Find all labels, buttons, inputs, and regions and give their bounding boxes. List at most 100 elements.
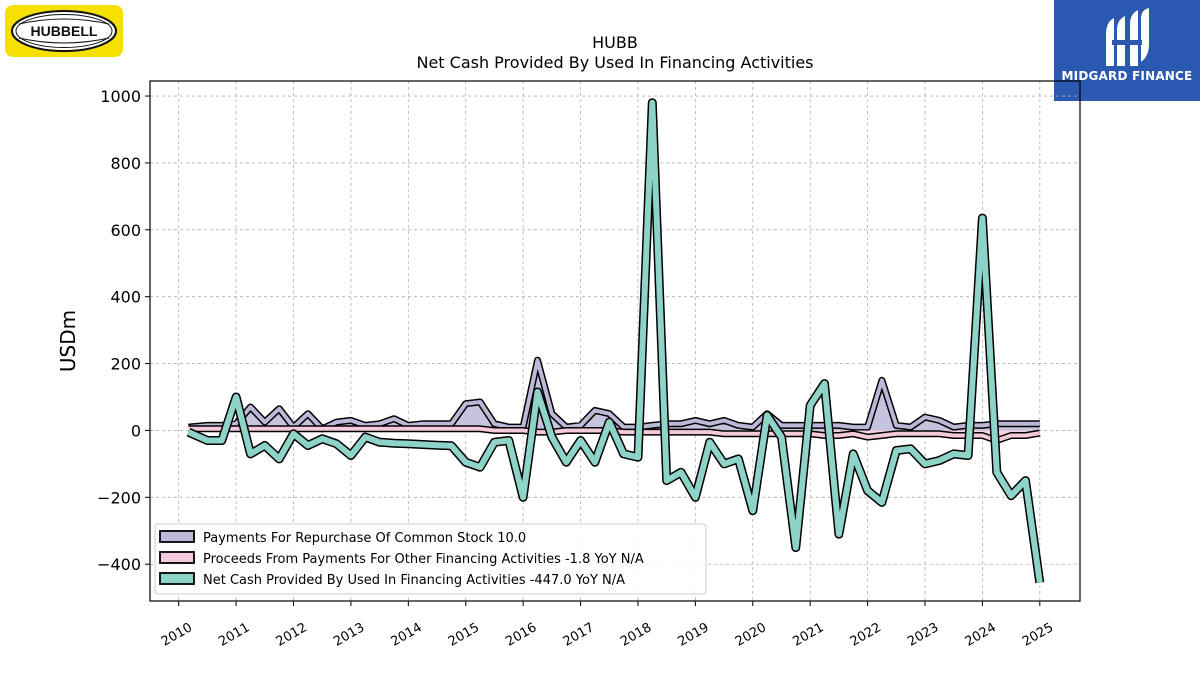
x-tick-label: 2017	[561, 620, 597, 650]
x-tick-label: 2025	[1020, 620, 1056, 650]
x-tick-label: 2023	[905, 620, 941, 650]
data-point	[751, 509, 754, 512]
data-point	[364, 427, 367, 430]
series-outline-2	[186, 98, 1045, 584]
data-point	[249, 427, 252, 430]
data-point	[780, 436, 783, 439]
data-point	[794, 432, 797, 435]
x-tick-label: 2010	[159, 620, 195, 650]
data-point	[593, 429, 596, 432]
x-tick-label: 2022	[848, 620, 884, 650]
data-point	[464, 427, 467, 430]
y-tick-label: 0	[131, 421, 141, 440]
data-point	[349, 427, 352, 430]
legend-entry: Proceeds From Payments For Other Financi…	[203, 552, 644, 567]
data-point	[450, 422, 453, 425]
data-point	[550, 436, 553, 439]
data-point	[1038, 422, 1041, 425]
data-point	[1024, 422, 1027, 425]
data-point	[206, 439, 209, 442]
data-point	[952, 452, 955, 455]
data-point	[981, 424, 984, 427]
data-point	[579, 429, 582, 432]
data-point	[306, 444, 309, 447]
data-point	[550, 412, 553, 415]
data-point	[407, 442, 410, 445]
data-point	[737, 424, 740, 427]
legend: Payments For Repurchase Of Common Stock …	[154, 523, 707, 595]
data-point	[335, 442, 338, 445]
data-point	[1010, 494, 1013, 497]
data-point	[464, 461, 467, 464]
data-point	[321, 427, 324, 430]
data-point	[708, 431, 711, 434]
data-point	[235, 427, 238, 430]
data-point	[493, 422, 496, 425]
series-line-2	[187, 99, 1043, 584]
x-tick-label: 2012	[274, 620, 310, 650]
data-point	[637, 456, 640, 459]
data-point	[622, 431, 625, 434]
data-point	[1024, 434, 1027, 437]
data-point	[665, 479, 668, 482]
data-point	[794, 424, 797, 427]
data-point	[507, 439, 510, 442]
data-point	[579, 424, 582, 427]
midgard-finance-logo: MIDGARD FINANCE	[1054, 0, 1200, 101]
y-axis: −400 −200 0 200 400 600 800 1000	[97, 87, 150, 574]
data-point	[593, 409, 596, 412]
data-point	[278, 407, 281, 410]
data-point	[187, 431, 190, 434]
data-point	[249, 406, 252, 409]
data-point	[378, 422, 381, 425]
data-point	[852, 452, 855, 455]
data-point	[436, 422, 439, 425]
data-point	[292, 432, 295, 435]
data-point	[809, 404, 812, 407]
data-point	[306, 427, 309, 430]
data-point	[450, 427, 453, 430]
data-point	[565, 461, 568, 464]
data-point	[981, 434, 984, 437]
data-point	[823, 382, 826, 385]
data-point	[393, 417, 396, 420]
y-tick-label: 1000	[100, 87, 141, 106]
data-point	[751, 426, 754, 429]
data-point	[493, 429, 496, 432]
data-point	[378, 441, 381, 444]
data-point	[479, 427, 482, 430]
data-point	[263, 444, 266, 447]
data-point	[723, 419, 726, 422]
x-tick-label: 2018	[618, 620, 654, 650]
data-point	[723, 462, 726, 465]
data-point	[493, 441, 496, 444]
data-point	[393, 442, 396, 445]
data-point	[1010, 434, 1013, 437]
x-tick-label: 2013	[331, 620, 367, 650]
data-point	[780, 424, 783, 427]
y-tick-label: 600	[110, 221, 141, 240]
data-point	[694, 419, 697, 422]
y-tick-label: 800	[110, 154, 141, 173]
series-line-0	[188, 358, 1040, 431]
data-point	[278, 457, 281, 460]
data-point	[694, 431, 697, 434]
legend-swatch	[159, 551, 195, 564]
data-point	[794, 546, 797, 549]
data-point	[837, 424, 840, 427]
data-point	[479, 466, 482, 469]
data-point	[938, 459, 941, 462]
x-tick-label: 2020	[733, 620, 769, 650]
data-point	[938, 432, 941, 435]
hubbell-logo-text: HUBBELL	[31, 23, 98, 39]
data-point	[421, 427, 424, 430]
data-point	[766, 414, 769, 417]
data-point	[1038, 581, 1041, 584]
legend-swatch	[159, 530, 195, 543]
data-point	[924, 462, 927, 465]
data-point	[952, 434, 955, 437]
x-tick-label: 2011	[216, 620, 252, 650]
data-point	[263, 427, 266, 430]
data-point	[1010, 422, 1013, 425]
data-point	[249, 452, 252, 455]
